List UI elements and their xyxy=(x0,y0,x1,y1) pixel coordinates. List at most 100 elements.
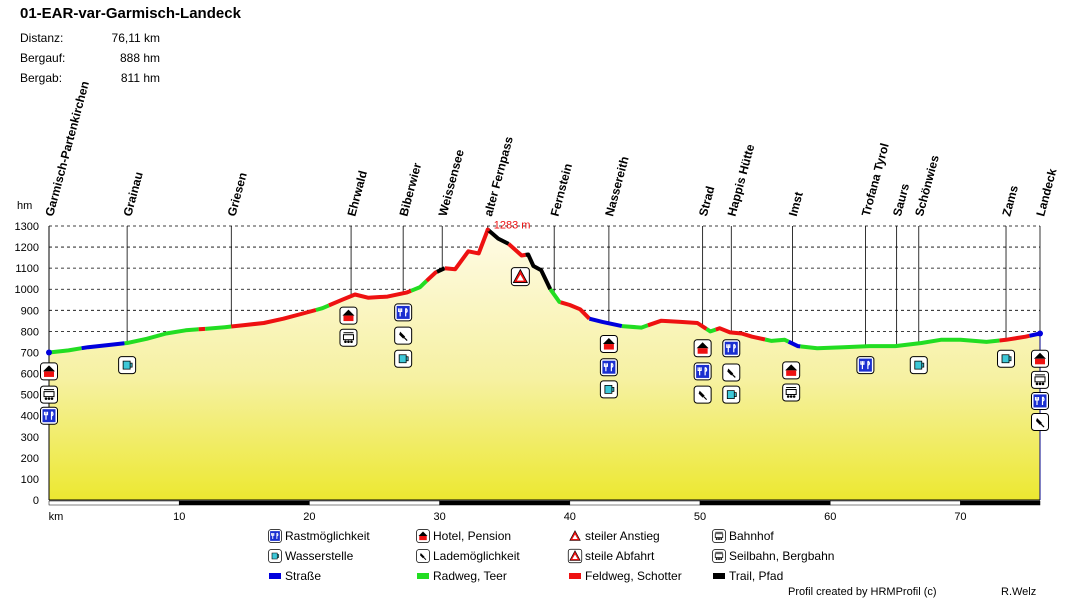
icon-inner xyxy=(572,554,578,559)
y-tick-label-500: 500 xyxy=(21,390,39,402)
legend-label: Radweg, Teer xyxy=(433,569,507,583)
icon-glyph xyxy=(697,366,708,376)
icon-frame xyxy=(40,385,58,404)
page-title: 01-EAR-var-Garmisch-Landeck xyxy=(20,5,241,22)
stat-ascent-label: Bergauf: xyxy=(20,51,66,65)
place-label: Happis Hütte xyxy=(725,142,758,217)
icon-wheel xyxy=(720,558,723,560)
y-tick-label-0: 0 xyxy=(33,495,39,507)
x-tick-label-20: 20 xyxy=(303,511,315,523)
route-segment-feldweg xyxy=(560,300,591,321)
legend-label: steile Abfahrt xyxy=(585,549,655,563)
icon-roof xyxy=(1034,352,1046,359)
rast-icon xyxy=(693,362,712,381)
km-bar-segment xyxy=(439,500,571,506)
route-segment-feldweg xyxy=(444,228,490,272)
place-label: Weissensee xyxy=(436,148,467,218)
icon-cable xyxy=(403,337,408,342)
stat-descent-value: 811 hm xyxy=(120,71,160,85)
y-tick-label-100: 100 xyxy=(21,474,39,486)
place-label: Imst xyxy=(786,190,806,217)
x-tick-label-30: 30 xyxy=(433,511,445,523)
km-bar-segment xyxy=(699,500,831,506)
route-segment-feldweg xyxy=(647,318,708,331)
route-segment-radweg xyxy=(800,337,1000,351)
icon-cable xyxy=(423,557,427,561)
icon-inner xyxy=(516,274,524,281)
icon-frame xyxy=(712,549,726,563)
icon-wheel xyxy=(715,538,718,540)
rast-icon xyxy=(394,303,413,322)
wasser-icon xyxy=(268,549,282,563)
y-tick-label-400: 400 xyxy=(21,411,39,423)
bahnhof-icon xyxy=(1031,370,1049,389)
end-point xyxy=(1037,330,1043,337)
stat-descent-label: Bergab: xyxy=(20,71,63,85)
hotel-icon xyxy=(339,306,358,325)
icon-roof xyxy=(418,531,428,536)
icon-house xyxy=(697,348,708,354)
legend-icon xyxy=(712,529,726,543)
legend-swatch-trail xyxy=(713,573,725,579)
hotel-icon xyxy=(599,335,618,354)
icon-bg xyxy=(42,409,56,423)
route-segment-feldweg xyxy=(231,308,317,329)
icon-frame xyxy=(1031,370,1049,389)
bahnhof-icon xyxy=(339,328,358,347)
rast-icon xyxy=(1031,391,1049,410)
km-bar-segment xyxy=(569,500,701,506)
icon-wheel xyxy=(718,538,720,540)
place-label: Grainau xyxy=(120,170,145,217)
icon-cup xyxy=(1001,354,1012,364)
legend-icon xyxy=(712,549,726,563)
icon-glyph xyxy=(603,362,614,372)
wasser-icon xyxy=(997,349,1016,368)
y-tick-label-1200: 1200 xyxy=(15,242,39,254)
legend-label: Lademöglichkeit xyxy=(433,549,520,563)
author-text: R.Welz xyxy=(1001,586,1037,598)
legend: Rastmöglichkeit Hotel, Pension steiler Ans… xyxy=(268,529,834,583)
place-label: Saurs xyxy=(890,182,912,218)
y-tick-label-800: 800 xyxy=(21,326,39,338)
icon-bg xyxy=(396,305,410,319)
icon-house xyxy=(1035,358,1045,365)
route-segment-radweg xyxy=(621,323,649,330)
km-bar-segment xyxy=(309,500,440,506)
icon-wheel xyxy=(792,395,796,398)
icon-inner xyxy=(572,534,578,539)
icon-house xyxy=(44,371,54,377)
lade-icon xyxy=(722,363,741,382)
icon-frame xyxy=(782,383,801,402)
icon-wheel xyxy=(50,397,54,400)
seilbahn-icon xyxy=(712,549,726,563)
icon-glyph xyxy=(398,307,408,317)
place-label: Fernstein xyxy=(548,162,576,218)
icon-wheel xyxy=(789,395,793,398)
legend-swatch-feldweg xyxy=(569,573,581,579)
route-segment-radweg xyxy=(48,346,82,355)
km-bar-segment xyxy=(178,500,310,506)
icon-wheel xyxy=(350,340,353,344)
y-tick-label-600: 600 xyxy=(21,369,39,381)
icon-bg xyxy=(602,360,616,374)
peak-point xyxy=(485,227,490,232)
rast-icon xyxy=(268,529,282,543)
y-tick-label-300: 300 xyxy=(21,432,39,444)
place-label: Zams xyxy=(999,184,1021,218)
legend-icon xyxy=(268,529,282,543)
place-label: Strad xyxy=(696,185,717,218)
route-segment-trail xyxy=(525,252,553,291)
area-layer xyxy=(49,229,1040,500)
icon-car xyxy=(1034,376,1046,383)
hotel-icon xyxy=(1031,349,1049,368)
x-tick-label-10: 10 xyxy=(173,511,185,523)
place-label: Griesen xyxy=(225,171,250,218)
legend-icon xyxy=(416,529,430,543)
icon-car xyxy=(43,391,55,398)
icon-wheel xyxy=(786,395,790,398)
icon-wheel xyxy=(715,558,718,560)
place-label: Garmisch-Partenkirchen xyxy=(42,80,92,218)
icon-frame xyxy=(712,529,726,543)
y-tick-label-1000: 1000 xyxy=(15,284,39,296)
